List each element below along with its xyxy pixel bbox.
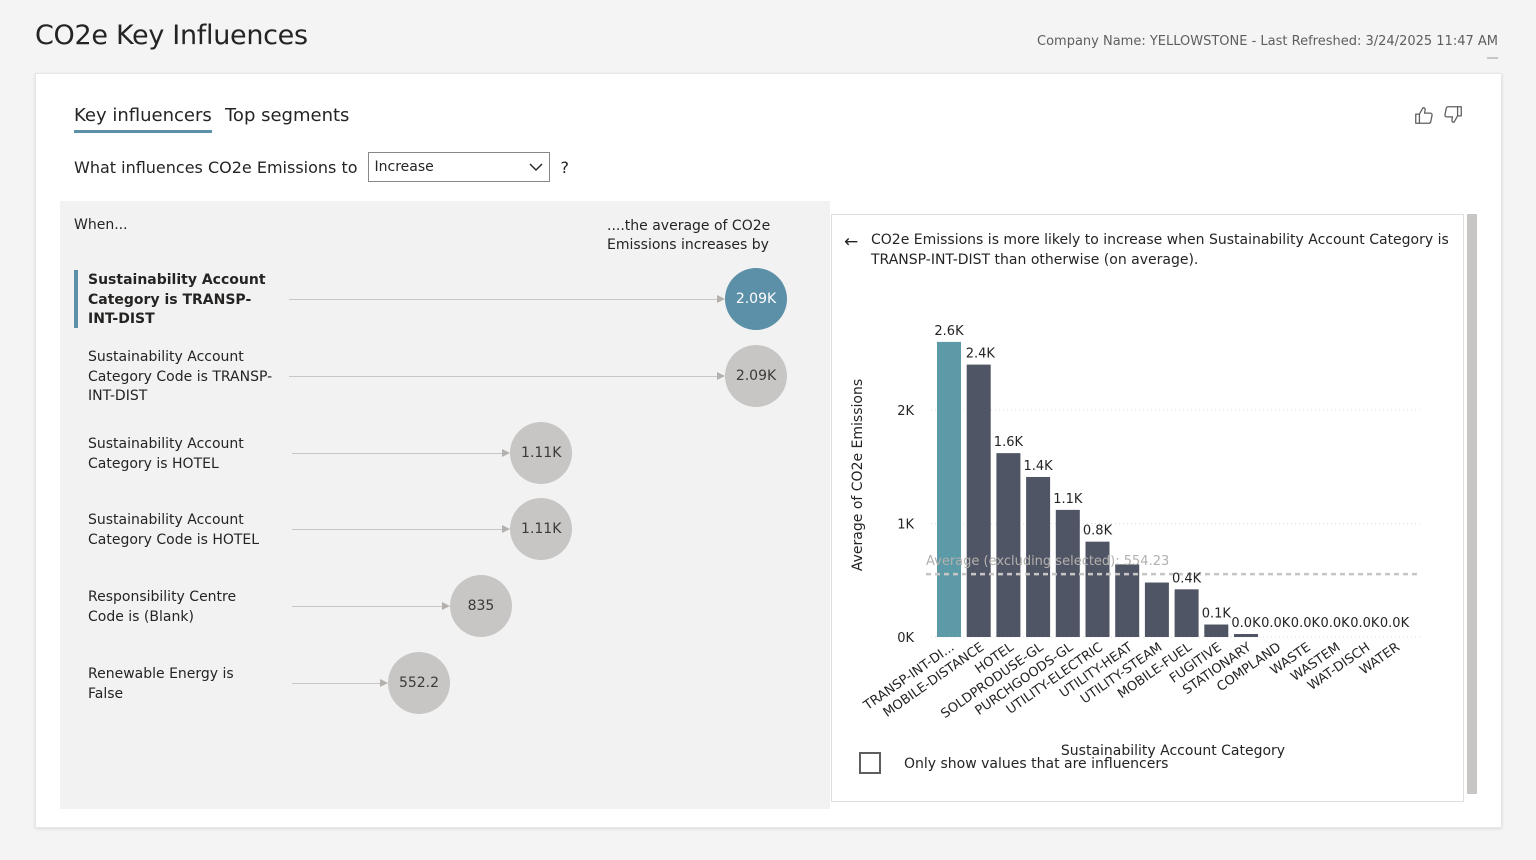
tab-key-influencers[interactable]: Key influencers — [74, 105, 212, 133]
influence-direction-dropdown[interactable]: Increase — [367, 152, 550, 182]
influencer-row[interactable]: Renewable Energy is False 552.2 — [74, 652, 814, 714]
thumbs-up-icon[interactable] — [1413, 104, 1435, 126]
influencer-connector-line — [292, 606, 442, 607]
influencers-panel — [60, 201, 830, 809]
chart-bar — [1085, 541, 1110, 637]
connector-arrow-icon — [717, 295, 725, 303]
bar-data-label: 1.4K — [1023, 459, 1053, 474]
company-info: Company Name: YELLOWSTONE - Last Refresh… — [1037, 34, 1498, 49]
chart-bar — [1144, 582, 1169, 637]
question-label: What influences CO2e Emissions to — [74, 157, 358, 177]
chart-bar — [1174, 589, 1199, 637]
dropdown-selected-value: Increase — [374, 159, 434, 175]
bar-data-label: 0.0K — [1320, 616, 1350, 631]
influencer-label: Responsibility Centre Code is (Blank) — [88, 589, 237, 625]
chart-bar — [1115, 564, 1140, 637]
selected-indicator — [74, 270, 78, 328]
influencer-row[interactable]: Sustainability Account Category is TRANS… — [74, 268, 814, 330]
influencer-label: Sustainability Account Category is TRANS… — [88, 272, 266, 327]
thumbs-down-icon[interactable] — [1442, 104, 1464, 126]
connector-arrow-icon — [441, 602, 450, 610]
influencer-label: Sustainability Account Category Code is … — [88, 512, 260, 548]
bar-data-label: 0.0K — [1261, 616, 1291, 631]
chart-bar — [996, 453, 1021, 637]
influencer-label: Sustainability Account Category is HOTEL — [88, 436, 244, 472]
y-tick-label: 0K — [897, 631, 914, 646]
bar-data-label: 0.4K — [1172, 571, 1202, 586]
influencer-label: Sustainability Account Category Code is … — [88, 349, 273, 404]
page-title: CO2e Key Influences — [35, 20, 308, 51]
bar-data-label: 0.1K — [1202, 607, 1232, 622]
y-tick-label: 2K — [897, 404, 914, 419]
category-bar-chart: 0K 1K 2K Average of CO2e Emissions Average (… — [850, 324, 1421, 759]
influencer-value-bubble[interactable]: 552.2 — [388, 652, 450, 714]
influencer-connector-line — [292, 453, 503, 454]
bar-data-label: 0.8K — [1083, 524, 1113, 539]
chart-bar — [966, 364, 991, 637]
influencer-value-bubble[interactable]: 1.11K — [510, 498, 573, 560]
influencer-explanation: CO2e Emissions is more likely to increas… — [871, 232, 1449, 268]
influencer-row[interactable]: Responsibility Centre Code is (Blank) 835 — [74, 575, 814, 637]
influencer-connector-line — [289, 376, 717, 377]
bar-data-label: 0.0K — [1380, 616, 1410, 631]
connector-arrow-icon — [502, 449, 511, 457]
influencer-value-bubble[interactable]: 835 — [449, 575, 512, 637]
connector-arrow-icon — [502, 525, 511, 533]
x-axis-title: Sustainability Account Category — [1061, 743, 1285, 759]
chart-bar — [1055, 509, 1080, 637]
bar-data-label: 2.4K — [966, 347, 996, 362]
bar-data-label: 2.6K — [934, 324, 964, 339]
influencer-connector-line — [289, 299, 717, 300]
chart-bar — [1026, 476, 1051, 637]
influencer-row[interactable]: Sustainability Account Category Code is … — [74, 498, 814, 560]
connector-arrow-icon — [717, 372, 725, 380]
bar-data-label: 0.0K — [1231, 616, 1261, 631]
chevron-down-icon — [529, 163, 543, 171]
detail-panel-scrollbar[interactable] — [1467, 214, 1477, 794]
influencer-value-bubble[interactable]: 1.11K — [510, 422, 573, 484]
influencer-row[interactable]: Sustainability Account Category Code is … — [74, 345, 814, 407]
tab-top-segments[interactable]: Top segments — [225, 105, 350, 126]
influencer-connector-line — [292, 529, 503, 530]
influencers-only-label: Only show values that are influencers — [904, 756, 1169, 772]
connector-arrow-icon — [380, 679, 388, 687]
average-increase-label: ....the average of CO2e Emissions increa… — [607, 218, 771, 253]
influencer-value-bubble[interactable]: 2.09K — [725, 345, 787, 407]
average-line-label: Average (excluding selected): 554.23 — [926, 554, 1169, 569]
influencer-connector-line — [292, 683, 380, 684]
influencer-detail-panel — [831, 214, 1464, 802]
bar-data-label: 1.6K — [994, 435, 1024, 450]
chart-bar — [1234, 634, 1258, 637]
y-axis-title: Average of CO2e Emissions — [850, 379, 866, 571]
bar-data-label: 0.0K — [1350, 616, 1380, 631]
back-arrow-icon[interactable]: ← — [844, 232, 859, 252]
bar-data-label: 1.1K — [1053, 492, 1083, 507]
bar-data-label: 0.0K — [1291, 616, 1321, 631]
chart-bar — [937, 341, 961, 637]
when-label: When... — [74, 217, 128, 233]
question-mark: ? — [560, 157, 570, 177]
question-row: What influences CO2e Emissions to Increa… — [74, 152, 569, 182]
company-info-divider — [1487, 57, 1498, 59]
influencer-label: Renewable Energy is False — [88, 666, 234, 702]
y-tick-label: 1K — [897, 518, 914, 533]
influencer-row[interactable]: Sustainability Account Category is HOTEL… — [74, 422, 814, 484]
influencers-only-checkbox[interactable] — [859, 752, 881, 774]
chart-bar — [1204, 624, 1229, 637]
influencer-value-bubble[interactable]: 2.09K — [725, 268, 787, 330]
